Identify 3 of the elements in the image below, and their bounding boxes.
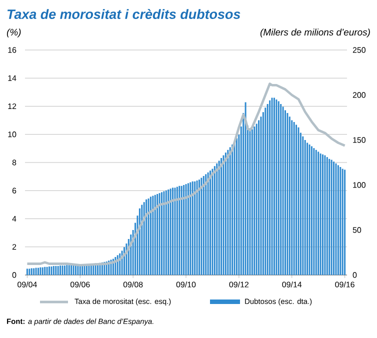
y2-axis-title: (Milers de milions d’euros) bbox=[260, 28, 370, 38]
chart-title: Taxa de morositat i crèdits dubtosos bbox=[7, 9, 240, 20]
y-axis-title: (%) bbox=[6, 28, 21, 38]
